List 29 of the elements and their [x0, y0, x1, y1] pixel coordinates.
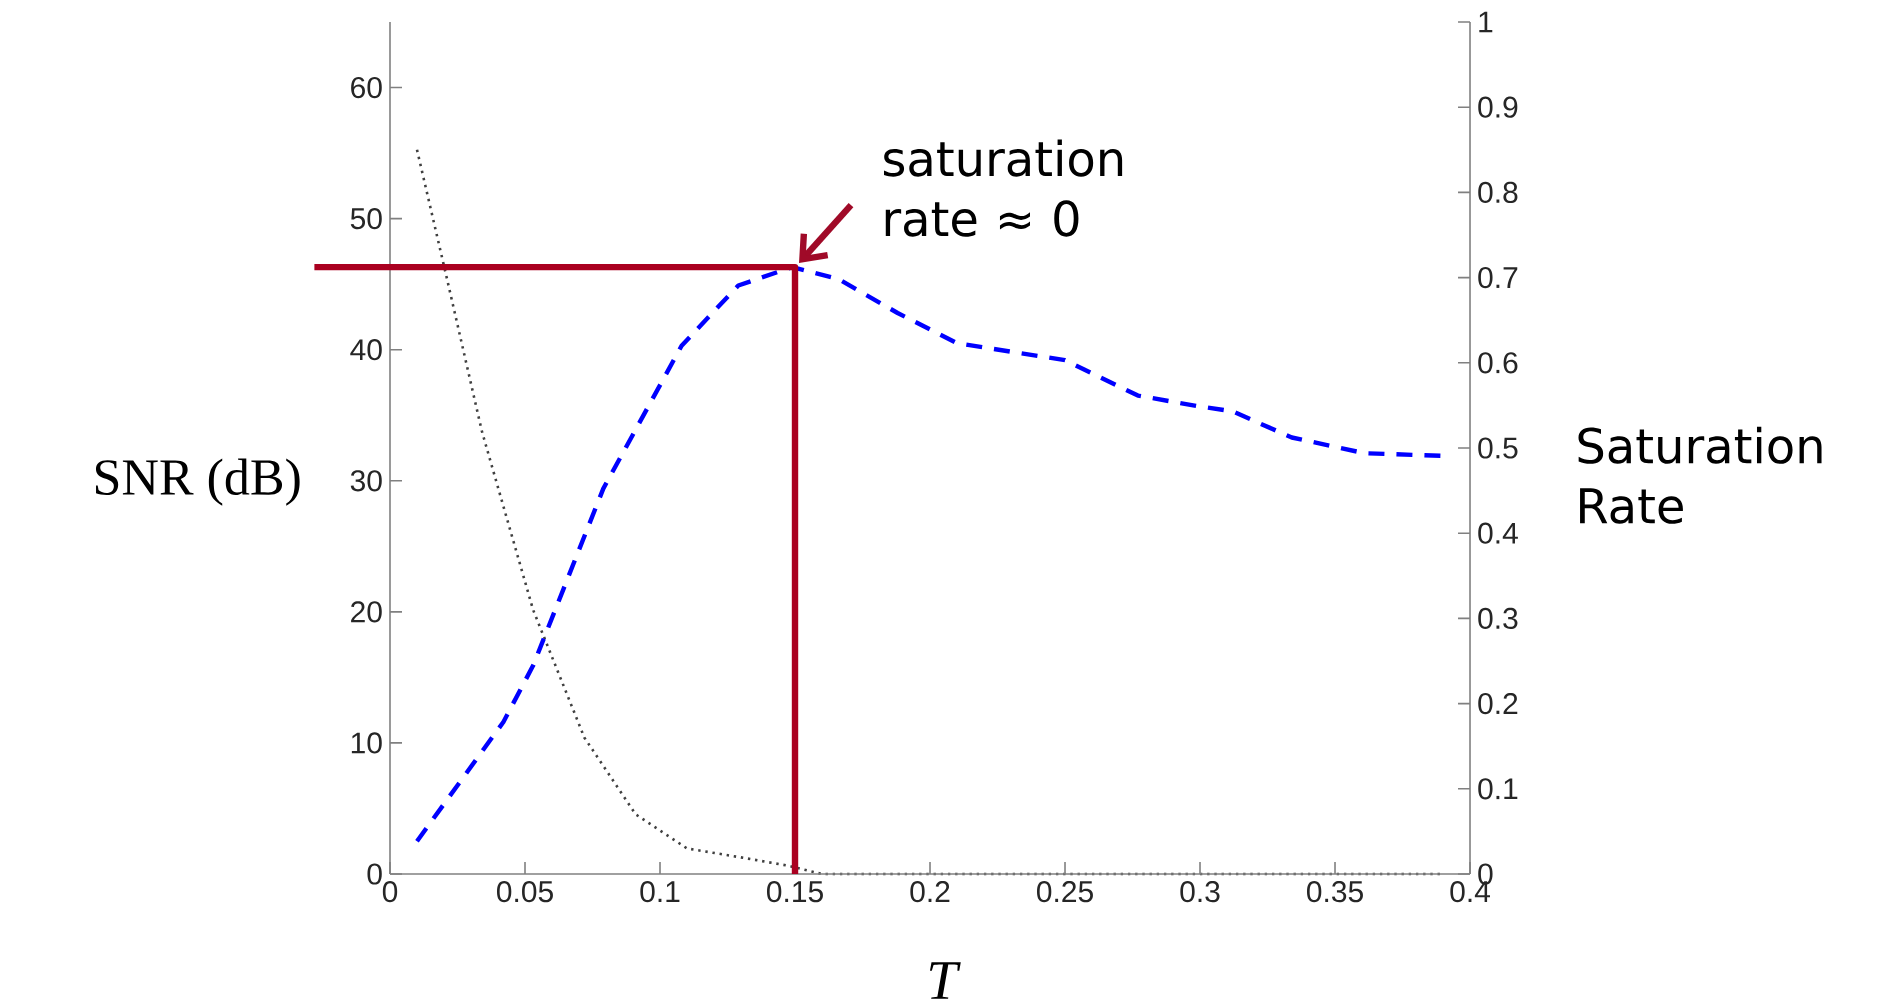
x-tick-label: 0.25	[1037, 881, 1093, 903]
y2-tick-label: 1	[1479, 11, 1493, 33]
y-tick-label: 20	[351, 601, 382, 623]
annotation: saturation rate ≈ 0	[884, 139, 1123, 237]
y2-tick-label: 0.2	[1478, 692, 1518, 715]
y-axis-title: SNR (dB)	[95, 458, 300, 506]
y2-tick-label: 0.1	[1478, 778, 1518, 800]
y-tick-label: 50	[350, 208, 382, 230]
x-tick-label: 0.1	[640, 881, 680, 903]
y2-axis-title: Saturation Rate	[1578, 426, 1822, 524]
y-tick-label: 40	[350, 339, 382, 361]
y-tick-label: 30	[350, 470, 382, 492]
x-tick-label: 0.3	[1180, 881, 1220, 903]
x-axis-title: T	[929, 962, 961, 999]
y2-tick-label: 0.3	[1478, 607, 1518, 629]
x-tick-label: 0.35	[1307, 881, 1363, 903]
y2-tick-label: 0.5	[1478, 437, 1518, 459]
x-tick-label: 0.05	[497, 881, 553, 903]
y2-tick-label: 0.6	[1478, 352, 1518, 374]
x-tick-label: 0.15	[767, 881, 823, 903]
y-tick-label: 0	[367, 863, 382, 885]
x-tick-label: 0	[382, 881, 398, 903]
y2-tick-label: 0.9	[1478, 96, 1518, 118]
x-tick-label: 0.2	[910, 881, 950, 903]
y-tick-label: 60	[351, 76, 382, 99]
y2-tick-label: 0.7	[1478, 266, 1518, 289]
y2-tick-label: 0.4	[1478, 522, 1518, 544]
y2-tick-label: 0.8	[1478, 181, 1518, 203]
y-tick-label: 10	[351, 732, 382, 754]
